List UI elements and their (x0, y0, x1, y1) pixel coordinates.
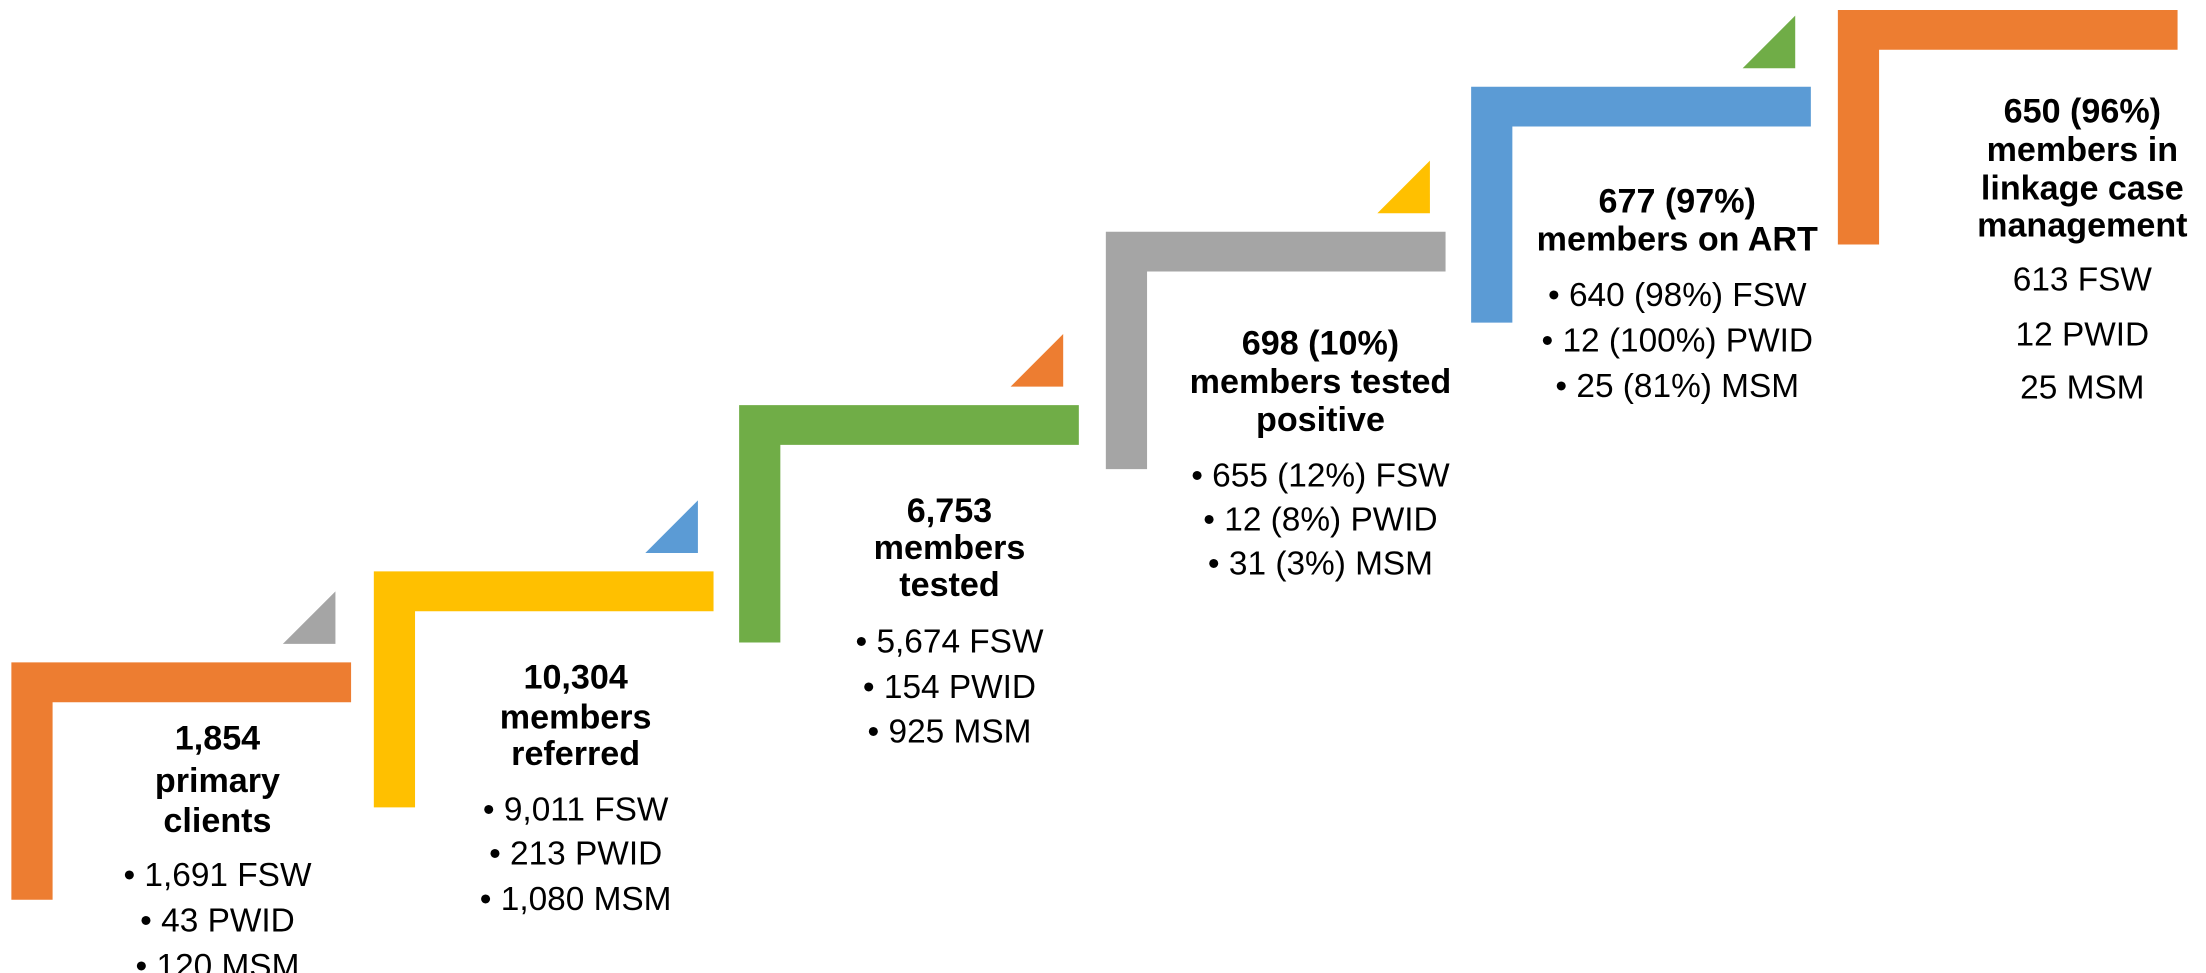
step-item: • 12 (100%) PWID (1542, 322, 1813, 359)
step-title: 698 (10%) (1242, 324, 1399, 362)
step-title: members in (1987, 131, 2178, 169)
step-title: 1,854 (175, 720, 260, 758)
step-item: • 31 (3%) MSM (1208, 546, 1433, 583)
step-title: referred (511, 735, 640, 773)
step-title: 650 (96%) (2004, 93, 2161, 131)
step-item: • 925 MSM (868, 713, 1032, 750)
step-item: 25 MSM (2020, 369, 2144, 406)
step-title: management (1977, 206, 2187, 244)
step-bar (1105, 231, 1446, 470)
step-item: • 1,080 MSM (480, 881, 672, 918)
step-item: 12 PWID (2016, 317, 2150, 354)
step-title: 6,753 (907, 492, 992, 530)
step-title: members tested (1190, 363, 1452, 401)
step-title: positive (1256, 401, 1385, 439)
step-item: • 154 PWID (863, 669, 1036, 706)
step-title: members on ART (1537, 221, 1818, 259)
step-triangle (282, 591, 336, 644)
step-title: members (874, 529, 1026, 567)
step-title: 677 (97%) (1599, 182, 1756, 220)
step-item: • 9,011 FSW (483, 791, 669, 828)
step-title: tested (899, 566, 999, 604)
step-item: • 5,674 FSW (855, 624, 1043, 661)
step-bar (1471, 86, 1811, 323)
step-item: • 25 (81%) MSM (1555, 368, 1799, 405)
step-title: linkage case (1981, 170, 2184, 208)
step-title: 10,304 (523, 658, 627, 696)
step-bar (373, 571, 714, 808)
step-title: members (500, 698, 652, 736)
step-triangle (1742, 15, 1796, 69)
step-triangle (645, 500, 698, 553)
step-item: • 640 (98%) FSW (1548, 277, 1807, 314)
step-item: • 213 PWID (489, 836, 662, 873)
step-item: • 1,691 FSW (123, 857, 311, 894)
step-triangle (1377, 160, 1430, 214)
step-bar (1837, 9, 2178, 245)
step-item: • 120 MSM (136, 948, 300, 973)
step-item: 613 FSW (2013, 261, 2153, 298)
step-triangle (1010, 334, 1064, 387)
step-item: • 655 (12%) FSW (1191, 457, 1450, 494)
step-bar (11, 662, 352, 900)
step-bar (739, 405, 1079, 643)
step-item: • 12 (8%) PWID (1203, 502, 1437, 539)
step-item: • 43 PWID (140, 902, 295, 939)
step-title: clients (163, 802, 271, 840)
step-title: primary (155, 762, 280, 800)
